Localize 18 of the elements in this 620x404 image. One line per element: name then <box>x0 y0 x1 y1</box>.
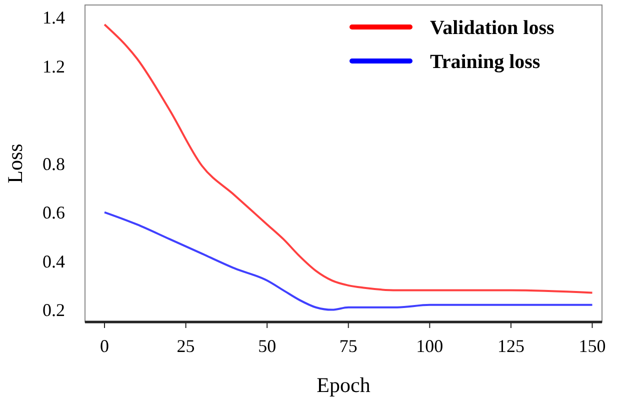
legend-label: Training loss <box>430 51 540 73</box>
line-series <box>104 211 594 311</box>
y-tick-label: 0.6 <box>42 202 65 223</box>
legend-label: Validation loss <box>430 17 555 39</box>
y-axis-title: Loss <box>3 144 27 184</box>
x-tick-label: 125 <box>497 336 524 356</box>
y-tick-label: 0.4 <box>42 251 65 272</box>
y-tick-label: 1.4 <box>42 7 65 28</box>
x-tick-label: 100 <box>416 336 444 356</box>
x-tick-label: 25 <box>176 336 195 356</box>
x-tick-label: 0 <box>100 336 110 356</box>
y-tick-label: 1.2 <box>42 56 65 76</box>
y-tick-label: 0.2 <box>42 300 65 320</box>
x-tick-label: 50 <box>258 336 276 356</box>
x-axis-title: Epoch <box>316 373 371 397</box>
x-tick-label: 150 <box>578 336 606 356</box>
x-tick-label: 75 <box>339 336 358 356</box>
y-tick-label: 0.8 <box>42 154 65 174</box>
